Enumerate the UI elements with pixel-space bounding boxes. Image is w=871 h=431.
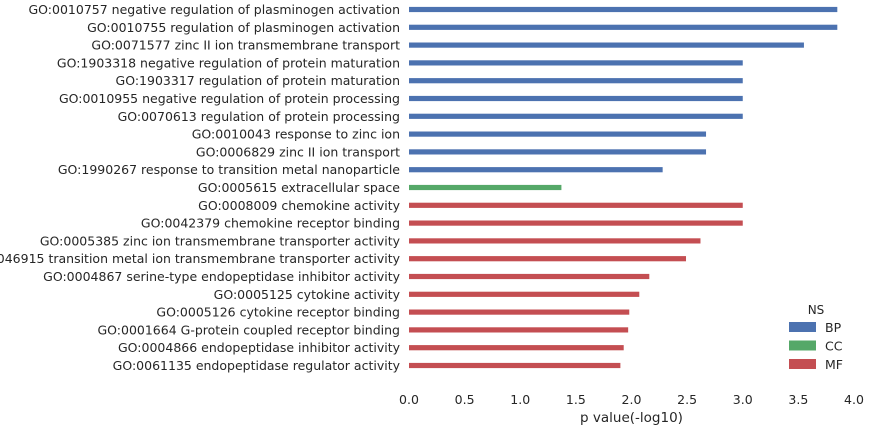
category-labels: GO:0010757 negative regulation of plasmi…: [0, 2, 401, 373]
bar-bp: [409, 131, 707, 137]
x-tick-label: 3.5: [788, 392, 808, 407]
bar-bp: [409, 60, 743, 66]
bar-bp: [409, 42, 804, 48]
x-tick-label: 3.0: [733, 392, 753, 407]
legend-title: NS: [808, 303, 825, 317]
legend-swatch-cc: [789, 340, 816, 351]
bar-mf: [409, 291, 640, 297]
bar-cc: [409, 184, 562, 191]
category-label: GO:0010955 negative regulation of protei…: [59, 91, 400, 106]
category-label: GO:0005126 cytokine receptor binding: [156, 305, 400, 320]
category-label: GO:0010755 regulation of plasminogen act…: [87, 20, 400, 35]
bar-bp: [409, 95, 743, 102]
category-label: GO:1903318 negative regulation of protei…: [57, 55, 400, 70]
category-label: GO:0005615 extracellular space: [198, 180, 400, 195]
bar-bp: [409, 113, 743, 119]
category-label: GO:0042379 chemokine receptor binding: [141, 216, 400, 231]
bar-mf: [409, 362, 621, 369]
bar-mf: [409, 220, 743, 226]
bar-mf: [409, 256, 687, 262]
x-tick-label: 0.0: [399, 392, 419, 407]
category-label: GO:0071577 zinc II ion transmembrane tra…: [91, 38, 400, 53]
bar-mf: [409, 345, 624, 351]
legend-swatch-bp: [789, 322, 816, 332]
bar-bp: [409, 78, 743, 84]
category-label: GO:0061135 endopeptidase regulator activ…: [113, 358, 401, 373]
bar-mf: [409, 273, 650, 280]
category-label: GO:0006829 zinc II ion transport: [196, 144, 400, 159]
bar-mf: [409, 202, 743, 208]
bar-bp: [409, 6, 838, 13]
x-tick-label: 0.5: [455, 392, 475, 407]
category-label: GO:1903317 regulation of protein maturat…: [116, 73, 400, 88]
category-label: GO:0008009 chemokine activity: [198, 198, 400, 213]
legend-swatch-mf: [789, 359, 816, 369]
x-tick-label: 2.5: [677, 392, 697, 407]
legend-label-cc: CC: [825, 339, 843, 354]
bar-bp: [409, 24, 838, 30]
category-label: GO:0005385 zinc ion transmembrane transp…: [40, 233, 401, 248]
category-label: GO:0070613 regulation of protein process…: [118, 109, 400, 124]
category-label: GO:0004867 serine-type endopeptidase inh…: [43, 269, 400, 284]
legend-label-mf: MF: [825, 357, 843, 372]
bar-bp: [409, 149, 707, 155]
category-label: GO:1990267 response to transition metal …: [58, 162, 400, 177]
x-tick-label: 2.0: [622, 392, 642, 407]
category-label: GO:0001664 G-protein coupled receptor bi…: [97, 322, 400, 337]
x-axis-title: p value(-log10): [580, 410, 683, 426]
bar-mf: [409, 327, 629, 333]
bar-bp: [409, 167, 663, 173]
bar-mf: [409, 238, 701, 244]
category-label: GO:0004866 endopeptidase inhibitor activ…: [118, 340, 401, 355]
bar-mf: [409, 309, 630, 315]
category-label: GO:0046915 transition metal ion transmem…: [0, 251, 401, 266]
x-axis-ticks: 0.0 0.5 1.0 1.5 2.0 2.5 3.0 3.5 4.0: [399, 392, 864, 407]
x-tick-label: 1.0: [510, 392, 530, 407]
category-label: GO:0010757 negative regulation of plasmi…: [28, 2, 400, 17]
bars-layer: [409, 6, 838, 369]
category-label: GO:0005125 cytokine activity: [214, 287, 401, 302]
legend: NS BP CC MF: [789, 303, 843, 372]
x-tick-label: 1.5: [566, 392, 586, 407]
x-tick-label: 4.0: [844, 392, 864, 407]
legend-label-bp: BP: [825, 320, 842, 335]
category-label: GO:0010043 response to zinc ion: [192, 127, 400, 142]
